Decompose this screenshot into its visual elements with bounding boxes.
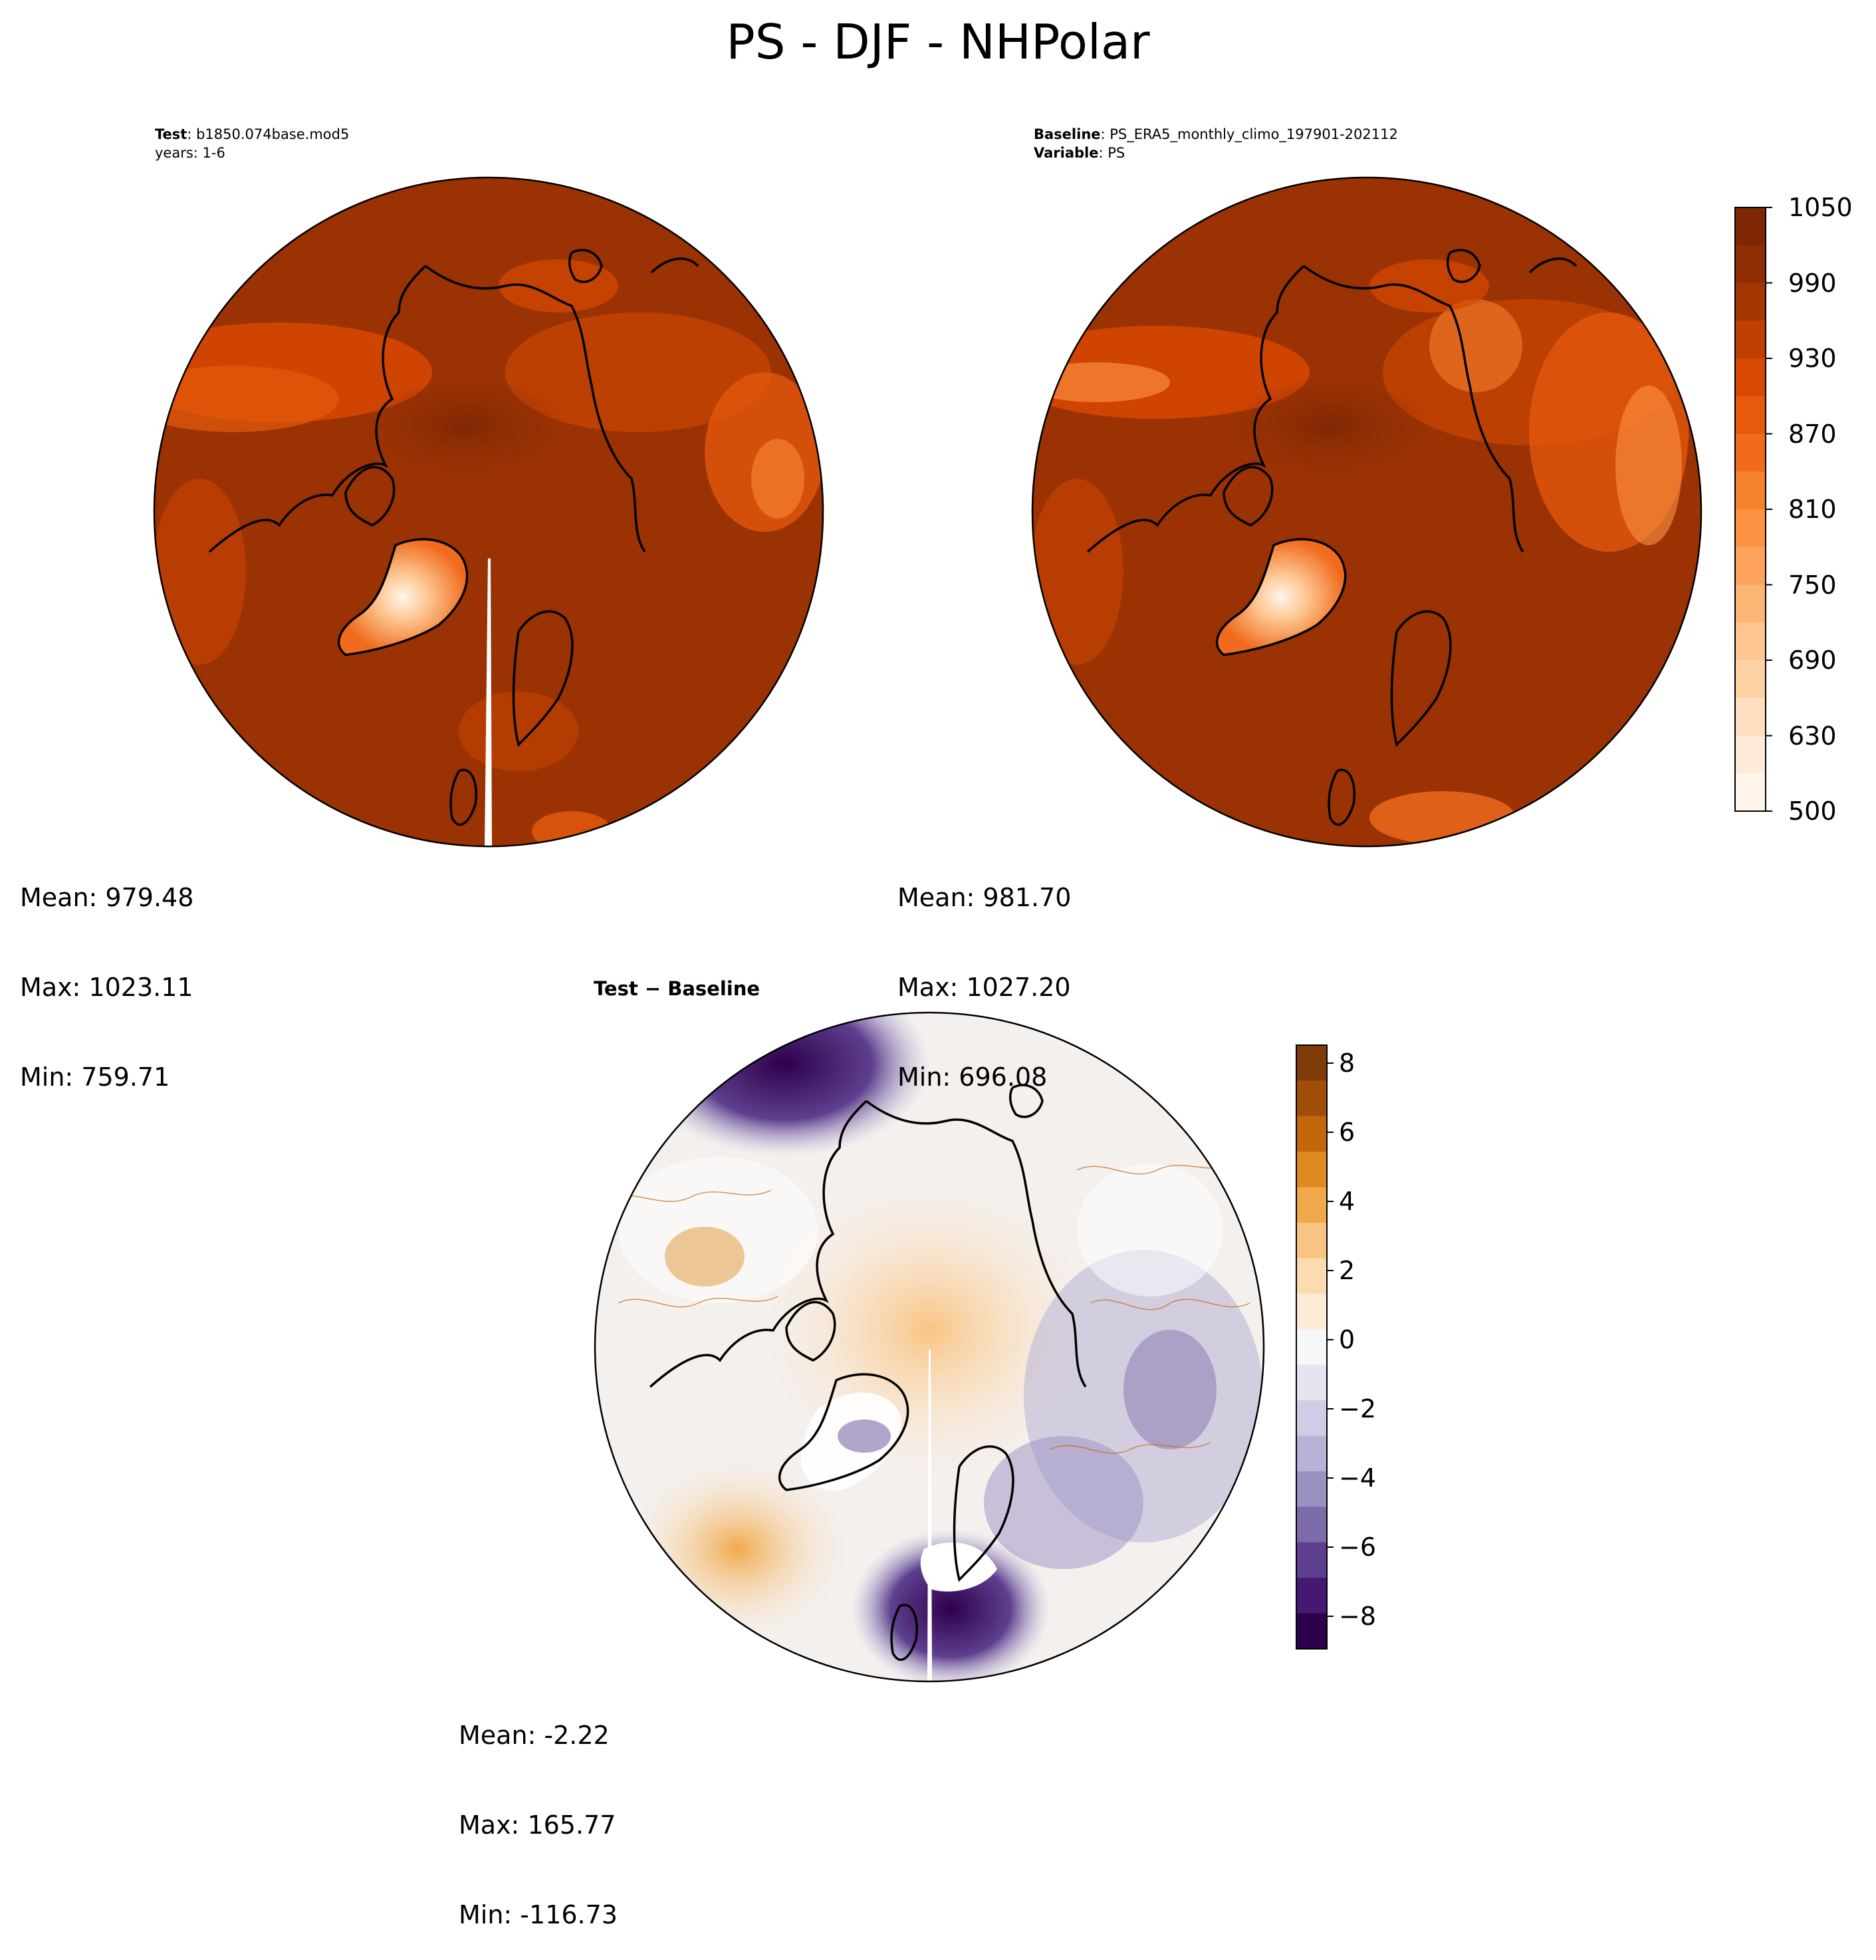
- absolute-colorbar-tick-marks: [1766, 207, 1772, 812]
- absolute-tick-label: 990: [1788, 269, 1837, 298]
- variable-label-text: : PS: [1098, 145, 1125, 161]
- difference-contours: [611, 1163, 1250, 1454]
- colorbar-band: [1296, 1293, 1327, 1330]
- colorbar-band: [1296, 1471, 1327, 1507]
- absolute-tick-label: 870: [1788, 420, 1837, 449]
- colorbar-band: [1296, 1116, 1327, 1152]
- colorbar-band: [1735, 245, 1766, 284]
- colorbar-band: [1735, 207, 1766, 246]
- difference-tick-label: −2: [1339, 1394, 1377, 1423]
- test-label-bold: Test: [155, 126, 187, 142]
- colorbar-band: [1296, 1613, 1327, 1650]
- baseline-mean: Mean: 981.70: [897, 883, 1072, 912]
- baseline-label-bold: Baseline: [1034, 126, 1101, 142]
- colorbar-band: [1296, 1400, 1327, 1437]
- difference-tick-label: −6: [1339, 1532, 1377, 1562]
- test-label-text: : b1850.074base.mod5: [187, 126, 350, 142]
- colorbar-band: [1296, 1187, 1327, 1223]
- difference-tick-label: 8: [1339, 1048, 1355, 1078]
- colorbar-band: [1735, 283, 1766, 321]
- colorbar-band: [1735, 547, 1766, 586]
- difference-tick-label: 0: [1339, 1325, 1355, 1354]
- baseline-max: Max: 1027.20: [897, 973, 1071, 1002]
- colorbar-band: [1735, 735, 1766, 774]
- baseline-label-text: : PS_ERA5_monthly_climo_197901-202112: [1100, 126, 1398, 142]
- variable-label-bold: Variable: [1034, 145, 1099, 161]
- test-coastlines: [208, 249, 699, 826]
- baseline-stats: Mean: 981.70 Max: 1027.20 Min: 696.08: [897, 823, 1071, 1122]
- test-map: [153, 176, 824, 848]
- difference-tick-label: 2: [1339, 1256, 1355, 1285]
- difference-panel-title: Test − Baseline: [594, 977, 761, 1000]
- baseline-map-field: [1032, 178, 1701, 846]
- absolute-tick-label: 750: [1788, 570, 1837, 600]
- colorbar-band: [1296, 1507, 1327, 1543]
- difference-max: Max: 165.77: [459, 1810, 616, 1840]
- colorbar-band: [1296, 1542, 1327, 1578]
- colorbar-band: [1735, 433, 1766, 472]
- colorbar-band: [1735, 471, 1766, 510]
- colorbar-band: [1296, 1435, 1327, 1472]
- colorbar-band: [1735, 396, 1766, 435]
- difference-tick-label: 4: [1339, 1187, 1355, 1216]
- absolute-tick-label: 1050: [1788, 193, 1853, 222]
- baseline-map: [1031, 176, 1702, 848]
- test-map-field: [154, 178, 823, 846]
- absolute-tick-label: 630: [1788, 721, 1837, 751]
- colorbar-band: [1735, 622, 1766, 661]
- colorbar-band: [1296, 1578, 1327, 1614]
- test-min: Min: 759.71: [20, 1062, 170, 1092]
- difference-colorbar-tick-marks: [1327, 1062, 1334, 1617]
- difference-map-boundary: [594, 1011, 1265, 1683]
- colorbar-band: [1735, 660, 1766, 699]
- colorbar-band: [1296, 1223, 1327, 1259]
- colorbar-band: [1296, 1258, 1327, 1294]
- test-max: Max: 1023.11: [20, 973, 193, 1002]
- colorbar-band: [1735, 320, 1766, 359]
- colorbar-band: [1735, 584, 1766, 623]
- colorbar-band: [1735, 358, 1766, 397]
- absolute-tick-label: 690: [1788, 646, 1837, 675]
- absolute-colorbar: [1735, 207, 1766, 812]
- colorbar-band: [1296, 1080, 1327, 1117]
- test-stats: Mean: 979.48 Max: 1023.11 Min: 759.71: [20, 823, 193, 1122]
- difference-mean: Mean: -2.22: [459, 1721, 610, 1750]
- baseline-map-boundary: [1031, 176, 1702, 848]
- baseline-min: Min: 696.08: [897, 1062, 1048, 1092]
- difference-stats: Mean: -2.22 Max: 165.77 Min: -116.73: [459, 1661, 618, 1960]
- colorbar-band: [1296, 1045, 1327, 1082]
- difference-tick-label: 6: [1339, 1118, 1355, 1147]
- colorbar-band: [1296, 1329, 1327, 1366]
- colorbar-band: [1735, 509, 1766, 548]
- colorbar-band: [1296, 1364, 1327, 1401]
- difference-colorbar-frame: [1296, 1044, 1328, 1650]
- difference-tick-label: −4: [1339, 1463, 1377, 1493]
- test-years-label: years: 1-6: [155, 145, 225, 161]
- colorbar-band: [1296, 1152, 1327, 1188]
- colorbar-band: [1735, 773, 1766, 812]
- test-mean: Mean: 979.48: [20, 883, 194, 912]
- test-panel-header: Test: b1850.074base.mod5 years: 1-6: [155, 125, 349, 162]
- baseline-panel-header: Baseline: PS_ERA5_monthly_climo_197901-2…: [1034, 125, 1398, 162]
- figure-title: PS - DJF - NHPolar: [726, 14, 1150, 70]
- test-map-boundary: [153, 176, 824, 848]
- difference-coastlines: [649, 1084, 1087, 1661]
- difference-colorbar: [1296, 1045, 1327, 1650]
- difference-min: Min: -116.73: [459, 1900, 618, 1929]
- difference-tick-label: −8: [1339, 1602, 1377, 1631]
- absolute-tick-label: 930: [1788, 344, 1837, 373]
- maps-canvas: [153, 176, 1772, 1683]
- colorbar-band: [1735, 697, 1766, 737]
- absolute-tick-label: 810: [1788, 495, 1837, 524]
- baseline-coastlines: [1086, 249, 1578, 826]
- absolute-tick-label: 500: [1788, 796, 1837, 826]
